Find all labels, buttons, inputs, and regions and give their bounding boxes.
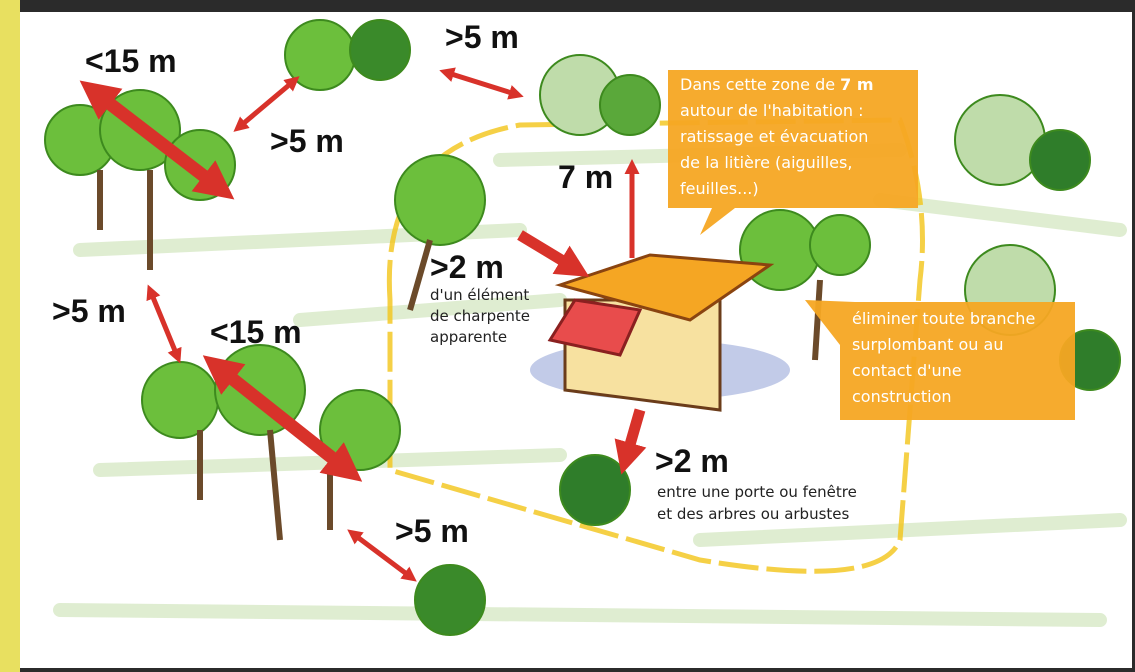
callout-text: feuilles...)	[680, 179, 759, 198]
callout-text: construction	[852, 387, 952, 406]
callout-text: contact d'une	[852, 361, 962, 380]
callout: éliminer toute branche surplombant ou au…	[805, 300, 1075, 420]
detail: d'un élément	[430, 286, 529, 304]
illustration: <15 m >5 m >5 m 7 m >2 m d'un élément de…	[0, 0, 1135, 672]
distance: <15 m	[210, 314, 302, 350]
distance: >5 m	[52, 293, 126, 329]
callout-emphasis: 7 m	[840, 75, 873, 94]
callout-lead: Dans cette zone de	[680, 75, 835, 94]
distance: >5 m	[395, 513, 469, 549]
callout-text: Dans cette zone de 7 m	[680, 75, 874, 94]
distance: >5 m	[445, 19, 519, 55]
distance: >5 m	[270, 123, 344, 159]
callout-text: de la litière (aiguilles,	[680, 153, 852, 172]
distance: <15 m	[85, 43, 177, 79]
detail: et des arbres ou arbustes	[657, 505, 850, 523]
distance: >2 m	[430, 249, 504, 285]
callout-text: autour de l'habitation :	[680, 101, 864, 120]
distance: 7 m	[558, 159, 613, 195]
callout-text: surplombant ou au	[852, 335, 1003, 354]
detail: apparente	[430, 328, 507, 346]
detail: de charpente	[430, 307, 530, 325]
callout-text: éliminer toute branche	[852, 309, 1035, 328]
detail: entre une porte ou fenêtre	[657, 483, 857, 501]
left-strip	[0, 0, 20, 672]
callout-text: ratissage et évacuation	[680, 127, 868, 146]
distance: >2 m	[655, 443, 729, 479]
